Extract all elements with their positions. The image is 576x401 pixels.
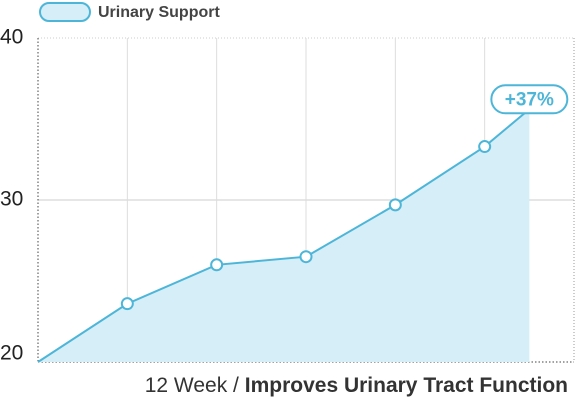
area-fill	[38, 109, 530, 362]
annotation: +37%	[490, 84, 569, 115]
plot: +37%	[37, 84, 569, 363]
legend-swatch	[39, 2, 91, 22]
x-axis-label: 12 Week / Improves Urinary Tract Functio…	[145, 374, 568, 397]
x-label-period: 12 Week /	[145, 374, 239, 397]
x-label-text: Improves Urinary Tract Function	[245, 374, 568, 397]
y-tick-label: 40	[0, 26, 23, 49]
y-tick-label: 20	[0, 342, 23, 365]
point-marker	[478, 140, 492, 154]
legend-label: Urinary Support	[98, 4, 220, 21]
point-marker	[210, 258, 224, 272]
y-tick-label: 30	[0, 188, 23, 211]
point-marker	[299, 250, 313, 264]
legend: Urinary Support	[39, 2, 220, 22]
annotation-pill	[490, 84, 569, 115]
point-marker	[120, 297, 134, 311]
point-marker	[388, 198, 402, 212]
annotation-label: +37%	[505, 89, 554, 110]
